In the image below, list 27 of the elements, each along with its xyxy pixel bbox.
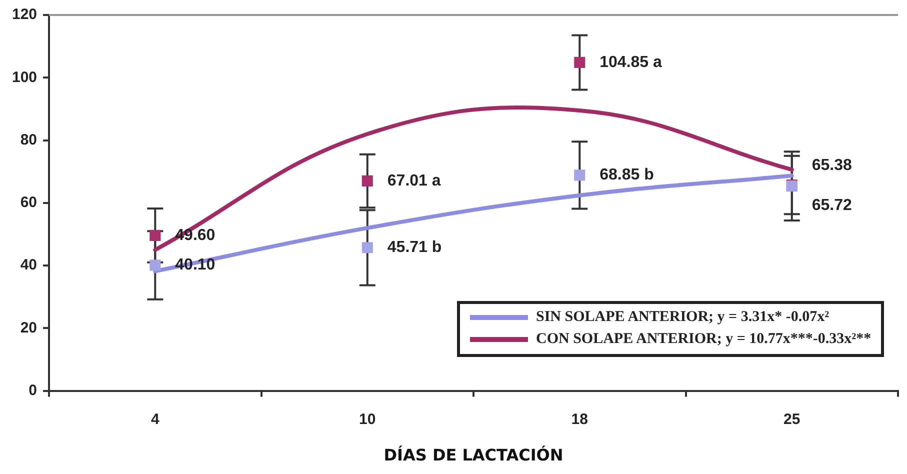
y-tick-label: 0 [28, 382, 38, 399]
point [362, 175, 373, 186]
x-tick-label: 10 [359, 410, 376, 428]
x-axis-title: DÍAS DE LACTACIÓN [384, 446, 564, 465]
data-label: 67.01 a [387, 172, 441, 190]
y-tick-label: 40 [20, 256, 38, 274]
data-label: 104.85 a [600, 54, 662, 71]
data-label: 65.72 [812, 196, 852, 214]
y-tick-label: 120 [12, 6, 38, 24]
point [150, 230, 161, 242]
x-tick-label: 18 [571, 410, 588, 428]
data-label: 40.10 [175, 256, 216, 274]
point [574, 170, 586, 181]
y-tick-label: 60 [20, 194, 38, 212]
y-tick-label: 80 [20, 131, 38, 148]
y-tick-label: 20 [20, 319, 38, 336]
x-tick-label: 4 [150, 410, 160, 428]
data-label: 45.71 b [387, 239, 442, 256]
x-tick-label: 25 [784, 410, 800, 428]
data-label: 65.38 [812, 156, 852, 174]
point [150, 260, 161, 271]
point [574, 56, 586, 68]
data-label: 68.85 b [600, 166, 654, 184]
y-tick-label: 100 [12, 68, 38, 86]
legend-label: SIN SOLAPE ANTERIOR; y = 3.31x* -0.07x² [536, 309, 830, 326]
point [362, 242, 373, 254]
legend-label: CON SOLAPE ANTERIOR; y = 10.77x***-0.33x²** [536, 331, 872, 348]
